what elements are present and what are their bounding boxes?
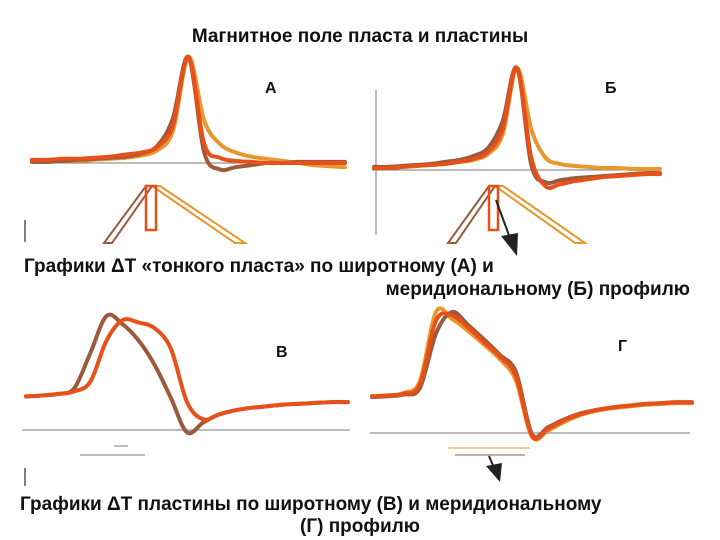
curve-v-series-1 (24, 312, 350, 436)
curve-g-series-1 (370, 306, 694, 442)
caption-bottom-line1: Графики ΔТ пластины по широтному (В) и м… (20, 494, 602, 515)
curve-v-series-2 (24, 317, 350, 422)
panel-label-a: А (265, 80, 277, 97)
caption-top-line1: Графики ΔТ «тонкого пласта» по широтному… (24, 256, 494, 277)
caption-top-line2: меридиональному (Б) профилю (385, 279, 690, 300)
curve-a-series-2 (30, 54, 347, 173)
dike-outline-east (148, 185, 249, 244)
panel-label-b: Б (605, 80, 617, 97)
figure-title: Магнитное поле пласта и пластины (191, 26, 529, 47)
magnetization-arrow-head (501, 233, 518, 256)
dike-outline-east-b (491, 185, 589, 244)
dike-outline-vertical (144, 184, 158, 232)
curve-b-series-1 (372, 65, 662, 172)
curve-a-series-1 (30, 54, 347, 170)
magnetization-arrow-b (495, 199, 518, 256)
magnetization-arrow-g (486, 455, 502, 482)
curve-b-series-3 (372, 65, 662, 190)
caption-bottom-line2: (Г) профилю (300, 516, 420, 537)
curve-g-series-3 (370, 311, 694, 441)
panel-label-g: Г (618, 338, 628, 355)
panel-label-v: В (276, 344, 288, 361)
curves-group (24, 54, 694, 442)
dike-model-a (102, 184, 249, 244)
magnetization-arrow-shaft (495, 199, 511, 239)
magnetization-arrow-g-head (486, 463, 502, 482)
curve-a-series-3 (30, 54, 347, 166)
axes-group (22, 90, 690, 486)
